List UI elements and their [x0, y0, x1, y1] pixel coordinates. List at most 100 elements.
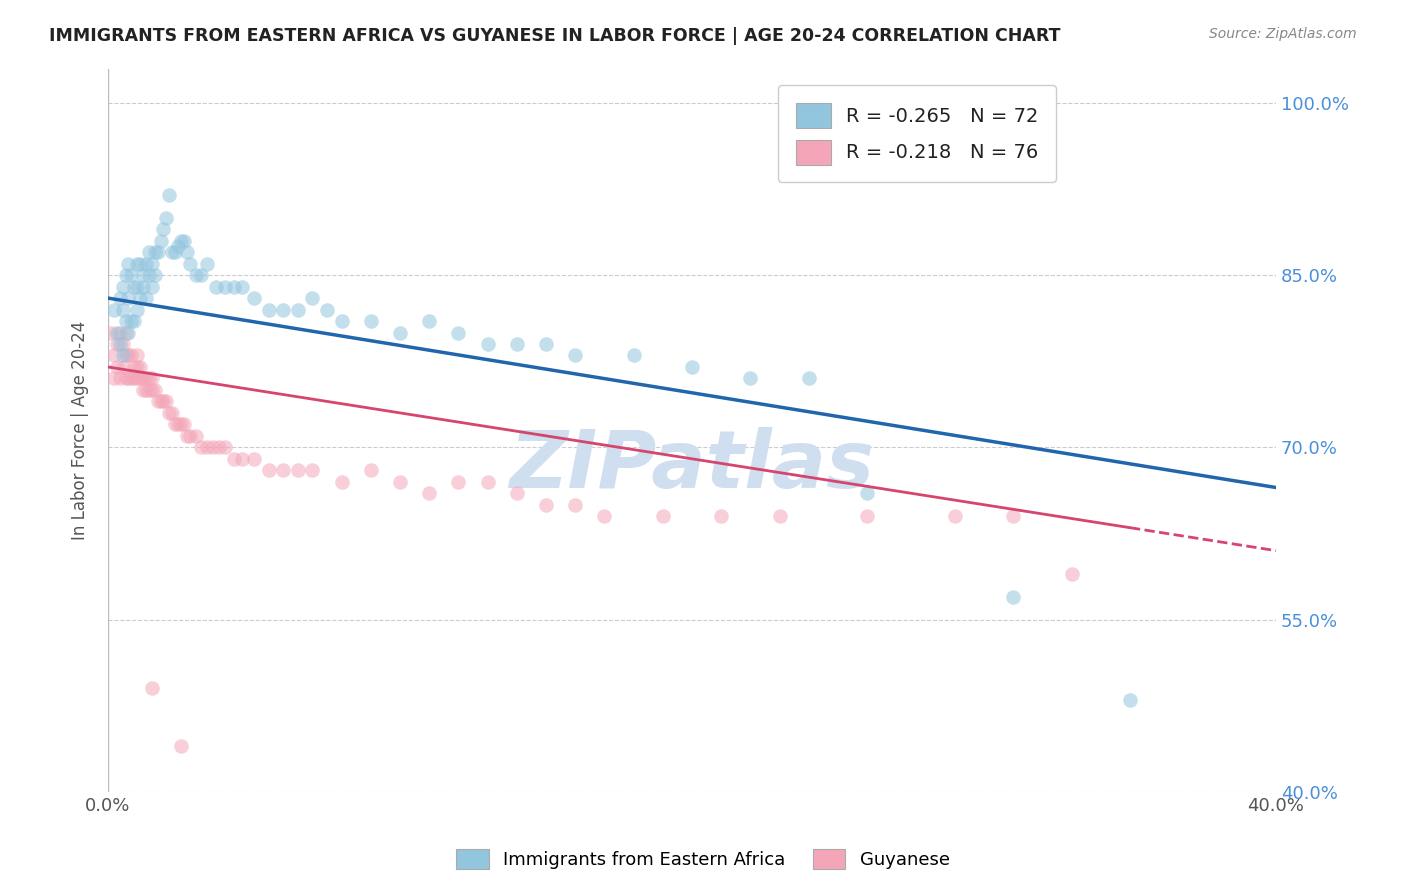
Point	[418, 314, 440, 328]
Point	[146, 394, 169, 409]
Point	[111, 359, 134, 374]
Point	[165, 245, 187, 260]
Point	[593, 509, 616, 524]
Point	[157, 187, 180, 202]
Point	[195, 257, 218, 271]
Point	[222, 279, 245, 293]
Point	[257, 463, 280, 477]
Point	[129, 291, 152, 305]
Point	[477, 337, 499, 351]
Point	[114, 349, 136, 363]
Point	[243, 291, 266, 305]
Point	[132, 279, 155, 293]
Point	[127, 279, 149, 293]
Point	[506, 486, 529, 500]
Point	[184, 268, 207, 282]
Point	[103, 349, 125, 363]
Point	[157, 406, 180, 420]
Point	[135, 291, 157, 305]
Point	[100, 326, 122, 340]
Point	[231, 451, 253, 466]
Point	[105, 359, 128, 374]
Point	[120, 371, 142, 385]
Point	[117, 326, 139, 340]
Point	[129, 257, 152, 271]
Point	[418, 486, 440, 500]
Point	[143, 245, 166, 260]
Point	[114, 326, 136, 340]
Point	[160, 406, 183, 420]
Point	[129, 371, 152, 385]
Point	[190, 440, 212, 454]
Point	[173, 234, 195, 248]
Point	[160, 245, 183, 260]
Point	[176, 245, 198, 260]
Point	[135, 257, 157, 271]
Point	[132, 371, 155, 385]
Point	[623, 349, 645, 363]
Point	[208, 440, 231, 454]
Point	[149, 234, 172, 248]
Point	[122, 371, 145, 385]
Point	[534, 337, 557, 351]
Point	[120, 349, 142, 363]
Point	[243, 451, 266, 466]
Point	[108, 337, 131, 351]
Point	[111, 302, 134, 317]
Point	[155, 211, 177, 225]
Point	[122, 314, 145, 328]
Point	[138, 383, 160, 397]
Point	[271, 463, 294, 477]
Point	[447, 475, 470, 489]
Y-axis label: In Labor Force | Age 20-24: In Labor Force | Age 20-24	[72, 320, 89, 540]
Point	[135, 383, 157, 397]
Point	[1002, 509, 1025, 524]
Point	[138, 268, 160, 282]
Point	[105, 337, 128, 351]
Point	[205, 279, 228, 293]
Point	[132, 268, 155, 282]
Point	[287, 302, 309, 317]
Point	[120, 314, 142, 328]
Point	[231, 279, 253, 293]
Point	[179, 429, 201, 443]
Point	[114, 314, 136, 328]
Point	[330, 314, 353, 328]
Point	[1002, 590, 1025, 604]
Point	[202, 440, 225, 454]
Point	[534, 498, 557, 512]
Point	[170, 739, 193, 753]
Point	[190, 268, 212, 282]
Point	[122, 359, 145, 374]
Point	[564, 498, 586, 512]
Point	[114, 268, 136, 282]
Point	[388, 326, 411, 340]
Point	[856, 509, 879, 524]
Point	[301, 463, 323, 477]
Point	[127, 302, 149, 317]
Point	[141, 383, 163, 397]
Point	[740, 371, 762, 385]
Text: IMMIGRANTS FROM EASTERN AFRICA VS GUYANESE IN LABOR FORCE | AGE 20-24 CORRELATIO: IMMIGRANTS FROM EASTERN AFRICA VS GUYANE…	[49, 27, 1060, 45]
Point	[141, 371, 163, 385]
Point	[138, 371, 160, 385]
Point	[1119, 693, 1142, 707]
Point	[103, 302, 125, 317]
Point	[165, 417, 187, 432]
Point	[132, 383, 155, 397]
Point	[141, 257, 163, 271]
Point	[111, 349, 134, 363]
Point	[111, 337, 134, 351]
Point	[146, 245, 169, 260]
Point	[141, 681, 163, 696]
Point	[135, 371, 157, 385]
Point	[167, 417, 190, 432]
Point	[117, 291, 139, 305]
Text: ZIPatlas: ZIPatlas	[509, 427, 875, 505]
Point	[117, 257, 139, 271]
Point	[564, 349, 586, 363]
Point	[943, 509, 966, 524]
Point	[170, 234, 193, 248]
Text: Source: ZipAtlas.com: Source: ZipAtlas.com	[1209, 27, 1357, 41]
Point	[173, 417, 195, 432]
